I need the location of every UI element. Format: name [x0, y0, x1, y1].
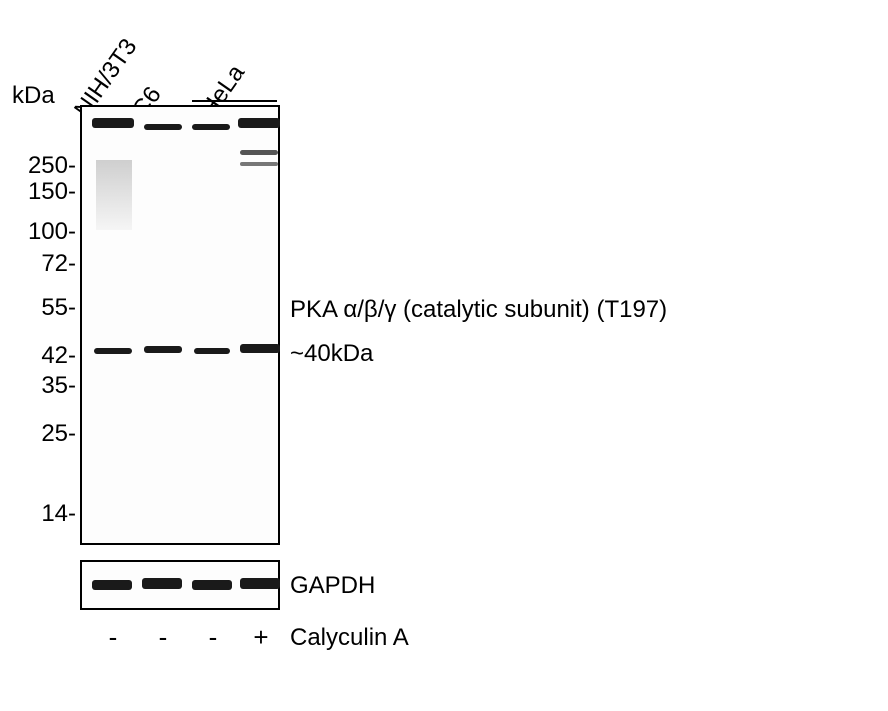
band-target-lane2 — [144, 346, 182, 353]
mw-marker-150: 150- — [16, 178, 76, 206]
band-top-lane2 — [144, 124, 182, 130]
mw-marker-55: 55- — [16, 294, 76, 322]
kda-unit-label: kDa — [12, 82, 55, 110]
target-protein-label: PKA α/β/γ (catalytic subunit) (T197) — [290, 296, 667, 324]
treatment-lane2: - — [148, 622, 178, 653]
band-extra1-lane4 — [240, 150, 278, 155]
treatment-name-label: Calyculin A — [290, 624, 409, 652]
band-top-lane3 — [192, 124, 230, 130]
hela-bracket — [192, 100, 277, 102]
mw-marker-72: 72- — [16, 250, 76, 278]
band-target-lane1 — [94, 348, 132, 354]
figure-container: kDa 250- 150- 100- 72- 55- 42- 35- 25- 1… — [0, 0, 888, 711]
band-top-lane1 — [92, 118, 134, 128]
band-gapdh-lane4 — [240, 578, 280, 589]
band-gapdh-lane2 — [142, 578, 182, 589]
band-top-lane4 — [238, 118, 280, 128]
mw-marker-100: 100- — [16, 218, 76, 246]
mw-marker-14: 14- — [16, 500, 76, 528]
mw-marker-25: 25- — [16, 420, 76, 448]
target-mw-label: ~40kDa — [290, 340, 373, 368]
mw-marker-35: 35- — [16, 372, 76, 400]
treatment-lane3: - — [198, 622, 228, 653]
mw-marker-42: 42- — [16, 342, 76, 370]
band-target-lane4 — [240, 344, 280, 353]
band-gapdh-lane1 — [92, 580, 132, 590]
band-extra2-lane4 — [240, 162, 278, 166]
smear-lane1 — [96, 160, 132, 230]
band-gapdh-lane3 — [192, 580, 232, 590]
loading-control-label: GAPDH — [290, 572, 375, 600]
band-target-lane3 — [194, 348, 230, 354]
treatment-lane1: - — [98, 622, 128, 653]
mw-marker-250: 250- — [16, 152, 76, 180]
treatment-lane4: + — [246, 622, 276, 653]
